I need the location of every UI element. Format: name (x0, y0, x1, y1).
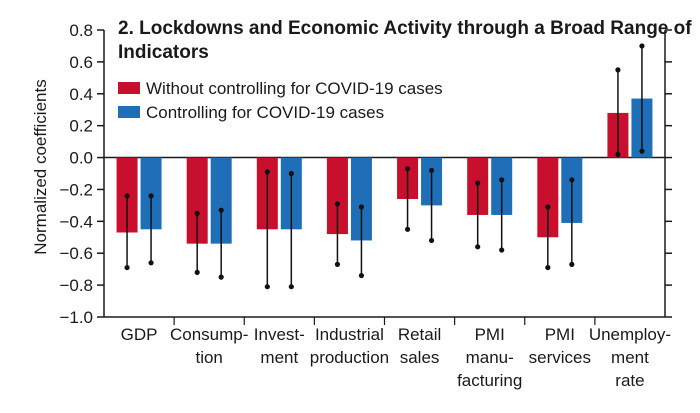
x-tick-label: PMI (475, 325, 505, 344)
error-cap-lower (428, 237, 435, 244)
error-cap-upper (639, 43, 645, 49)
error-cap-upper (404, 166, 411, 172)
x-tick-label: services (529, 348, 591, 367)
error-cap-upper (475, 180, 481, 186)
error-cap-lower (475, 244, 481, 250)
error-cap-lower (334, 261, 341, 267)
error-cap-lower (264, 284, 270, 290)
chart-title-line2: Indicators (118, 42, 209, 63)
chart-title-line1: 2. Lockdowns and Economic Activity throu… (118, 18, 692, 39)
x-tick-label: ment (260, 348, 298, 367)
x-tick-label: ment (611, 348, 649, 367)
x-tick-label: sales (400, 348, 440, 367)
error-cap-lower (124, 264, 130, 271)
bar (326, 157, 348, 235)
y-tick-label: −0.6 (59, 244, 93, 263)
error-cap-upper (124, 193, 130, 199)
x-tick-label: PMI (545, 325, 575, 344)
y-tick-label: 0.2 (69, 117, 93, 136)
error-cap-upper (194, 210, 200, 216)
error-cap-upper (545, 204, 551, 210)
error-cap-lower (499, 247, 505, 253)
error-cap-upper (428, 167, 435, 173)
legend-swatch (118, 106, 140, 118)
x-tick-label: rate (615, 371, 644, 390)
error-cap-lower (148, 260, 154, 266)
x-tick-label: Invest- (254, 325, 305, 344)
error-cap-upper (499, 177, 505, 183)
y-tick-label: −0.8 (59, 276, 93, 295)
x-tick-label: facturing (457, 371, 522, 390)
y-axis-label: Normalized coefficients (31, 79, 50, 254)
bar (210, 157, 232, 244)
error-cap-upper (615, 67, 621, 73)
error-cap-lower (358, 272, 365, 279)
error-cap-upper (218, 207, 224, 213)
x-tick-label: GDP (121, 325, 158, 344)
error-cap-upper (334, 201, 341, 207)
x-tick-label: Retail (398, 325, 441, 344)
y-tick-label: 0.0 (69, 149, 93, 168)
y-tick-label: 0.8 (69, 21, 93, 40)
error-cap-lower (545, 264, 551, 271)
legend-label: Without controlling for COVID-19 cases (146, 79, 443, 98)
x-tick-label: production (310, 348, 389, 367)
y-tick-label: −0.4 (59, 212, 93, 231)
bar (537, 157, 559, 238)
error-cap-lower (615, 151, 621, 157)
x-tick-label: tion (195, 348, 222, 367)
bar (186, 157, 208, 244)
x-tick-label: Consump- (170, 325, 248, 344)
legend-label: Controlling for COVID-19 cases (146, 103, 384, 122)
y-tick-label: 0.6 (69, 53, 93, 72)
error-cap-upper (264, 169, 270, 175)
error-cap-lower (569, 261, 575, 267)
y-tick-label: 0.4 (69, 85, 93, 104)
error-cap-lower (194, 269, 200, 275)
x-tick-label: Unemploy- (589, 325, 671, 344)
x-tick-label: manu- (466, 348, 514, 367)
error-cap-lower (288, 284, 294, 290)
bar (350, 157, 372, 241)
error-cap-upper (288, 170, 294, 177)
legend-swatch (118, 82, 140, 94)
y-tick-label: −0.2 (59, 180, 93, 199)
error-cap-upper (569, 177, 575, 183)
y-tick-label: −1.0 (59, 308, 93, 327)
error-cap-lower (218, 274, 224, 280)
error-cap-lower (639, 148, 645, 154)
error-cap-lower (404, 226, 411, 232)
error-cap-upper (358, 204, 365, 210)
error-cap-upper (148, 193, 154, 199)
x-tick-label: Industrial (315, 325, 384, 344)
